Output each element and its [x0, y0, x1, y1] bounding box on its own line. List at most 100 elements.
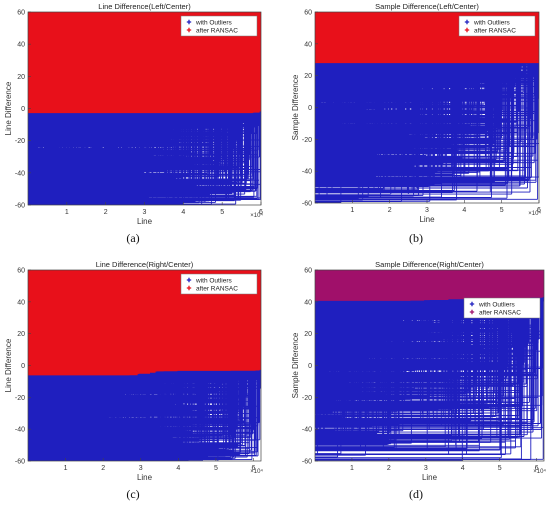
- y-tick-label: 40: [304, 299, 312, 306]
- legend-box: [180, 273, 258, 295]
- y-tick-label: -20: [15, 138, 25, 145]
- legend-label: with Outliers: [195, 277, 233, 284]
- y-axis-label: Sample Difference: [291, 74, 300, 140]
- y-tick-label: 40: [17, 299, 25, 306]
- y-tick-label: -60: [302, 459, 312, 466]
- y-tick-label: 0: [21, 363, 25, 370]
- x-tick-label: 2: [387, 465, 391, 472]
- legend-label: with Outliers: [195, 19, 233, 26]
- legend-label: with Outliers: [473, 19, 511, 26]
- x-tick-label: 5: [214, 465, 218, 472]
- x-tick-label: 4: [462, 207, 466, 214]
- legend-box: [180, 15, 258, 37]
- x-tick-label: 4: [461, 465, 465, 472]
- legend-marker-outliers: [469, 301, 475, 307]
- y-tick-label: 60: [17, 268, 25, 275]
- y-tick-label: 60: [304, 10, 312, 17]
- legend-label: after RANSAC: [196, 27, 238, 34]
- panel-caption: (b): [409, 231, 423, 245]
- y-tick-label: 20: [304, 331, 312, 338]
- x-exponent-label: ×10⁴: [250, 212, 263, 219]
- y-tick-label: -40: [15, 427, 25, 434]
- legend-marker-outliers: [186, 277, 192, 283]
- x-exponent-label: ×10⁴: [250, 468, 263, 475]
- legend-marker-outliers: [186, 19, 192, 25]
- legend-label: after RANSAC: [196, 285, 238, 292]
- y-tick-label: 40: [304, 41, 312, 48]
- legend-box: [463, 297, 541, 319]
- x-exponent-label: ×10⁴: [533, 468, 546, 475]
- y-tick-label: 20: [17, 74, 25, 81]
- legend-marker-ransac: [464, 27, 470, 33]
- y-tick-label: 0: [308, 105, 312, 112]
- y-tick-label: 60: [304, 268, 312, 275]
- panel-caption: (d): [409, 487, 423, 501]
- panel-caption: (a): [126, 231, 139, 245]
- y-tick-label: 40: [17, 42, 25, 49]
- legend-marker-ransac: [469, 309, 475, 315]
- panel-c: -60 -40 -20 0 20 40 60 1 2 3 4 5 6×10⁴ Line Differenc…: [4, 260, 263, 501]
- y-tick-label: -40: [302, 169, 312, 176]
- x-tick-label: 6: [252, 465, 256, 472]
- legend-box: [458, 15, 536, 37]
- y-tick-label: -20: [302, 137, 312, 144]
- panel-caption: (c): [126, 487, 139, 501]
- y-tick-label: -20: [15, 395, 25, 402]
- x-tick-label: 6: [259, 209, 263, 216]
- y-axis-label: Sample Difference: [291, 332, 300, 398]
- chart-title: Line Difference(Right/Center): [96, 260, 194, 269]
- x-tick-label: 3: [143, 209, 147, 216]
- chart-title: Sample Difference(Right/Center): [375, 260, 484, 269]
- y-axis-label: Line Difference: [4, 338, 13, 392]
- x-axis-label: Line: [137, 217, 153, 226]
- chart-title: Line Difference(Left/Center): [98, 2, 191, 11]
- y-tick-label: -20: [302, 395, 312, 402]
- x-tick-label: 1: [64, 465, 68, 472]
- legend-marker-ransac: [186, 27, 192, 33]
- x-tick-label: 1: [350, 207, 354, 214]
- x-tick-label: 6: [535, 465, 539, 472]
- x-tick-label: 6: [537, 207, 541, 214]
- x-tick-label: 2: [388, 207, 392, 214]
- panel-b: -60 -40 -20 0 20 40 60 1 2 3 4 5 6×10⁴ Sample Differe…: [291, 2, 541, 245]
- x-tick-label: 4: [176, 465, 180, 472]
- legend-label: after RANSAC: [479, 309, 521, 316]
- x-tick-label: 2: [101, 465, 105, 472]
- x-tick-label: 5: [498, 465, 502, 472]
- y-tick-label: 0: [308, 363, 312, 370]
- x-tick-label: 3: [424, 465, 428, 472]
- chart-title: Sample Difference(Left/Center): [375, 2, 479, 11]
- y-tick-label: -40: [302, 427, 312, 434]
- x-tick-label: 1: [65, 209, 69, 216]
- legend-marker-ransac: [186, 285, 192, 291]
- y-tick-label: 0: [21, 106, 25, 113]
- legend-marker-outliers: [464, 19, 470, 25]
- x-tick-label: 5: [220, 209, 224, 216]
- x-axis-label: Line: [137, 473, 153, 482]
- x-axis-label: Line: [422, 473, 438, 482]
- y-tick-label: -60: [15, 203, 25, 210]
- x-tick-label: 2: [104, 209, 108, 216]
- y-tick-label: -40: [15, 170, 25, 177]
- x-tick-label: 5: [500, 207, 504, 214]
- y-tick-label: 60: [17, 10, 25, 17]
- panel-a: -60 -40 -20 0 20 40 60 1 2 3 4 5 6×10⁴ Line Differenc…: [4, 2, 263, 245]
- x-tick-label: 4: [181, 209, 185, 216]
- y-tick-label: 20: [17, 331, 25, 338]
- y-tick-label: -60: [15, 459, 25, 466]
- x-tick-label: 3: [139, 465, 143, 472]
- x-axis-label: Line: [419, 215, 435, 224]
- y-tick-label: 20: [304, 73, 312, 80]
- y-tick-label: -60: [302, 201, 312, 208]
- y-axis-label: Line Difference: [4, 81, 13, 135]
- legend-label: after RANSAC: [474, 27, 516, 34]
- x-tick-label: 3: [425, 207, 429, 214]
- legend-label: with Outliers: [478, 301, 516, 308]
- x-exponent-label: ×10⁴: [528, 210, 541, 217]
